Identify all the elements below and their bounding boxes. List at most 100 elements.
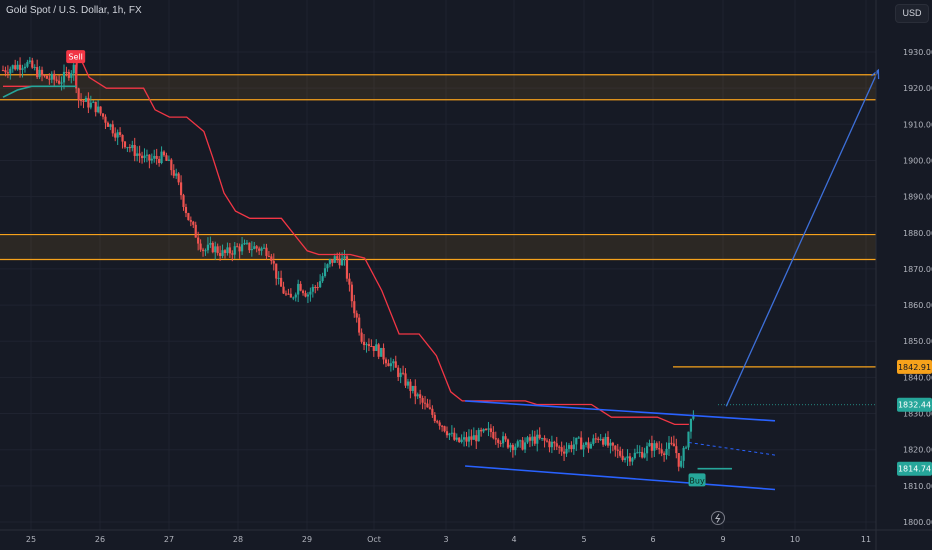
chart-title: Gold Spot / U.S. Dollar, 1h, FX	[6, 5, 142, 16]
candle-body	[448, 433, 451, 436]
candle-body	[633, 452, 636, 459]
candle-body	[192, 221, 195, 225]
candle-body	[31, 60, 34, 68]
candle-body	[436, 421, 439, 423]
candle-body	[199, 243, 202, 250]
candle-body	[455, 437, 458, 440]
candle-body	[282, 286, 285, 294]
candle-body	[292, 297, 295, 299]
candle-body	[370, 346, 373, 348]
candle-body	[36, 67, 39, 78]
candle-body	[550, 441, 553, 448]
candle-body	[287, 293, 290, 295]
candle-body	[465, 437, 468, 442]
candle-body	[663, 453, 666, 455]
candle-body	[294, 294, 297, 298]
candle-body	[389, 363, 392, 367]
price-tick-label: 1850.00	[903, 337, 932, 346]
candle-body	[326, 264, 329, 269]
candle-body	[577, 437, 580, 439]
candle-body	[401, 372, 405, 374]
candle-body	[77, 88, 80, 101]
candle-body	[123, 141, 127, 148]
candle-body	[101, 113, 105, 117]
candle-body	[145, 154, 149, 156]
price-tick-label: 1880.00	[903, 229, 932, 238]
candle-body	[584, 442, 588, 445]
candle-body	[314, 286, 317, 288]
candle-body	[26, 62, 29, 67]
candle-body	[450, 432, 453, 434]
projection-arrow	[725, 69, 879, 407]
candle-body	[219, 253, 222, 256]
candle-body	[162, 151, 166, 156]
candle-body	[680, 460, 683, 467]
candle-body	[223, 250, 227, 253]
candle-body	[189, 220, 192, 222]
candle-body	[458, 437, 461, 442]
candle-body	[226, 247, 229, 253]
candle-body	[160, 151, 163, 163]
candle-body	[33, 67, 36, 69]
candle-body	[89, 102, 92, 108]
candle-body	[1, 70, 5, 72]
candle-body	[248, 242, 251, 251]
candle-body	[536, 434, 539, 444]
candle-body	[67, 71, 70, 78]
candle-body	[416, 394, 419, 397]
candle-body	[336, 256, 339, 259]
candle-body	[70, 73, 73, 78]
lightning-icon	[711, 511, 725, 525]
signals-layer: Sell Buy	[66, 50, 725, 525]
candle-body	[392, 361, 395, 364]
candle-body	[626, 456, 629, 459]
candle-body	[84, 97, 88, 102]
candle-body	[258, 248, 261, 251]
candle-body	[262, 247, 266, 249]
price-axis[interactable]: 1800.00 1810.00 1820.00 1830.00 1840.00 1850.…	[718, 0, 932, 550]
candle-body	[441, 425, 444, 427]
candle-body	[316, 287, 319, 289]
candle-body	[275, 263, 278, 279]
candle-body	[623, 458, 627, 460]
candle-body	[377, 344, 380, 357]
candle-body	[111, 124, 114, 134]
candle-body	[614, 445, 617, 450]
candle-body	[255, 246, 258, 249]
candle-body	[38, 69, 41, 78]
candle-body	[58, 80, 61, 84]
candle-body	[233, 246, 236, 255]
candle-body	[665, 448, 668, 455]
candle-body	[48, 78, 51, 80]
candle-body	[116, 132, 119, 138]
price-tag-label: 1814.74	[898, 465, 931, 474]
candle-body	[648, 443, 651, 447]
candle-body	[155, 155, 158, 159]
candle-body	[245, 242, 249, 244]
candle-body	[280, 277, 283, 287]
candle-body	[423, 402, 427, 404]
candle-body	[23, 66, 27, 69]
candle-body	[138, 153, 141, 156]
channel-upper-line	[465, 400, 776, 422]
candle-body	[104, 116, 107, 123]
candle-body	[187, 213, 190, 221]
candle-body	[594, 438, 597, 440]
candle-body	[55, 79, 58, 81]
candle-body	[528, 437, 532, 441]
candle-body	[18, 64, 22, 70]
candle-body	[462, 437, 466, 440]
buy-signal-label: Buy	[689, 476, 705, 485]
candle-body	[297, 283, 300, 295]
price-tag-label: 1832.44	[898, 401, 931, 410]
candle-body	[519, 440, 522, 442]
sell-signal-badge	[66, 50, 86, 64]
candle-body	[650, 443, 654, 451]
candle-body	[501, 436, 505, 444]
candle-body	[197, 237, 200, 244]
candle-body	[411, 385, 414, 391]
candle-body	[489, 428, 492, 432]
time-axis[interactable]: 25 26 27 28 29 Oct 3 4 5 6 9 10 11	[0, 529, 932, 544]
currency-button[interactable]: USD	[895, 4, 929, 23]
